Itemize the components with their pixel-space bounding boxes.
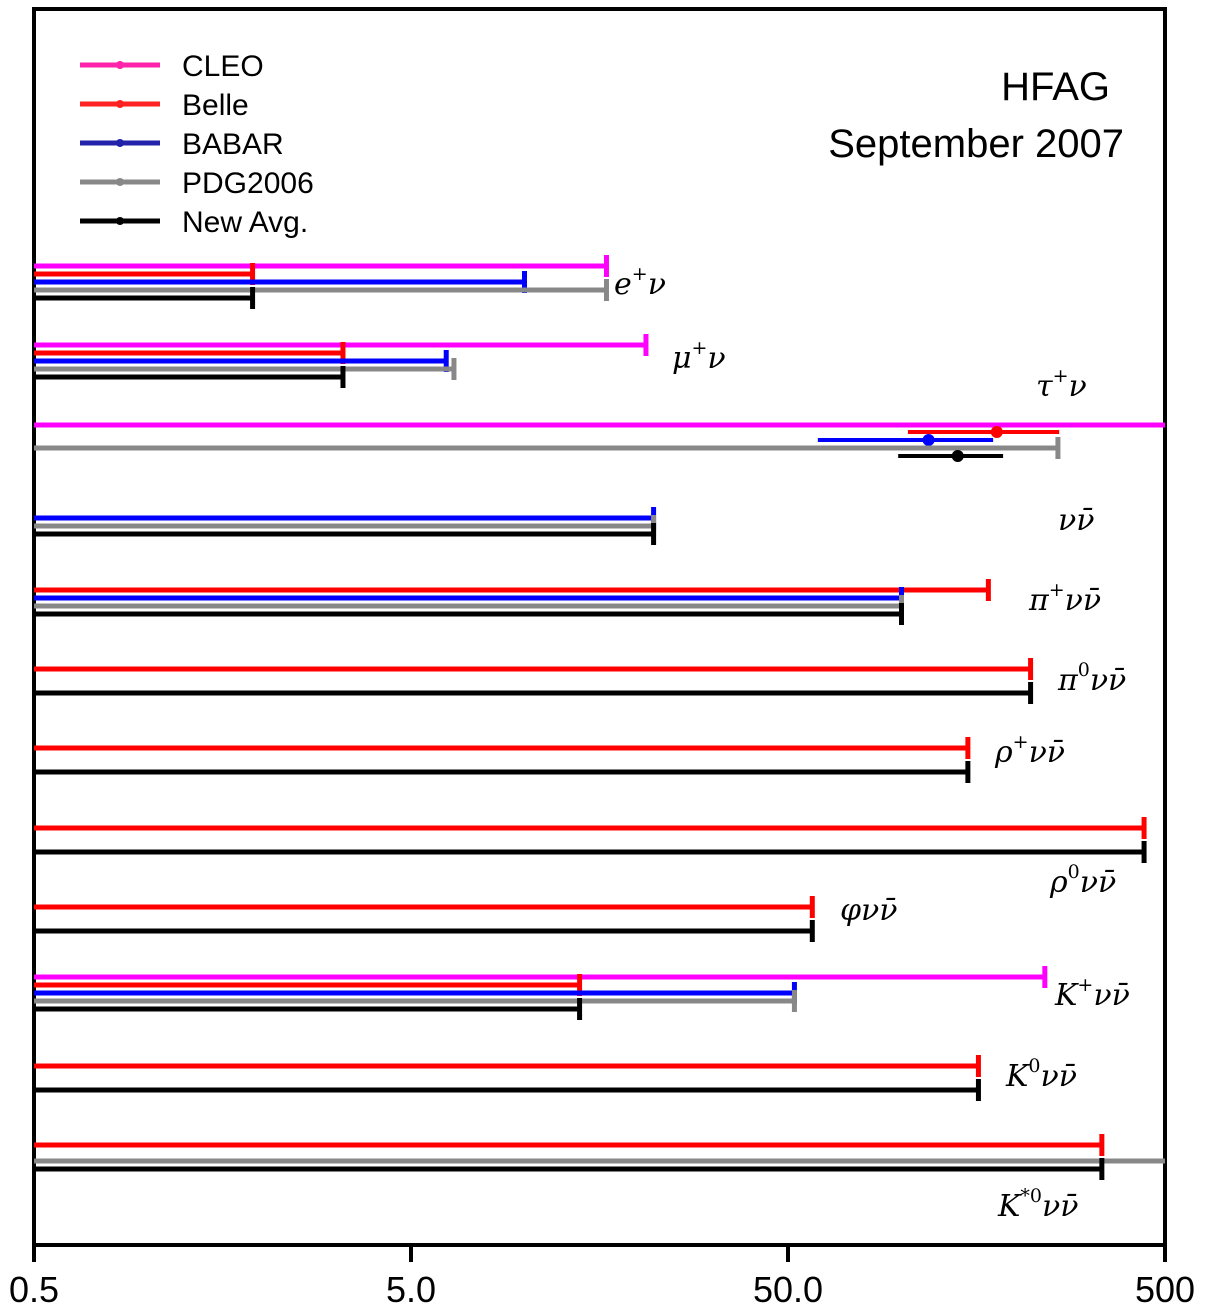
bar-belle bbox=[34, 737, 971, 759]
bar-new-avg- bbox=[34, 366, 346, 388]
legend-label: Belle bbox=[182, 89, 249, 122]
legend-label: PDG2006 bbox=[182, 167, 314, 200]
bar-new-avg- bbox=[34, 287, 256, 309]
bar-belle bbox=[34, 817, 1147, 839]
bar-cleo bbox=[34, 334, 649, 356]
bar-new-avg- bbox=[34, 998, 583, 1020]
measurement-point bbox=[922, 434, 935, 446]
mode-label: K0νν̄ bbox=[1005, 1055, 1077, 1094]
bar-new-avg- bbox=[34, 841, 1147, 863]
mode-label: K*0νν̄ bbox=[997, 1185, 1079, 1224]
legend-marker bbox=[116, 217, 124, 225]
x-tick-label: 5.0 bbox=[386, 1269, 436, 1310]
legend-item: New Avg. bbox=[80, 206, 308, 239]
bar-belle bbox=[34, 658, 1034, 680]
mode-label: φνν̄ bbox=[840, 893, 898, 928]
bars-layer bbox=[34, 255, 1165, 1180]
x-axis: 0.5 5.0 50.0 500 bbox=[9, 1245, 1195, 1310]
bar-belle bbox=[34, 1134, 1105, 1156]
mode-label: e+ν bbox=[614, 263, 666, 302]
bar-pdg2006 bbox=[34, 279, 609, 301]
x-tick-label: 50.0 bbox=[753, 1269, 823, 1310]
chart-title: HFAG bbox=[1001, 65, 1110, 109]
mode-label: π+νν̄ bbox=[1028, 579, 1101, 618]
bar-pdg2006 bbox=[34, 358, 457, 380]
mode-label: ρ+νν̄ bbox=[994, 731, 1065, 770]
bar-pdg2006 bbox=[34, 437, 1061, 459]
legend-item: BABAR bbox=[80, 128, 284, 161]
bar-new-avg- bbox=[34, 1079, 981, 1101]
bar-cleo bbox=[34, 966, 1048, 988]
x-tick-label: 0.5 bbox=[9, 1269, 59, 1310]
legend-label: BABAR bbox=[182, 128, 284, 161]
bar-belle bbox=[34, 896, 815, 918]
measurement-point bbox=[990, 426, 1003, 438]
legend-marker bbox=[116, 100, 124, 108]
plot-frame bbox=[32, 7, 1167, 1247]
labels-layer: e+νμ+ν τ+ν νν̄ π+νν̄ π0νν̄ ρ+νν̄ ρ0νν̄ φνν̄ K+νν… bbox=[614, 263, 1130, 1224]
chart-subtitle: September 2007 bbox=[828, 122, 1124, 166]
legend-marker bbox=[116, 139, 124, 147]
x-tick-label: 500 bbox=[1135, 1269, 1195, 1310]
bar-new-avg- bbox=[898, 450, 1004, 462]
mode-label: νν̄ bbox=[1058, 503, 1095, 538]
bar-pdg2006 bbox=[34, 990, 797, 1012]
bar-new-avg- bbox=[34, 603, 904, 625]
mode-label: μ+ν bbox=[672, 337, 726, 376]
legend-item: CLEO bbox=[80, 50, 264, 83]
bar-belle bbox=[34, 1055, 981, 1077]
bar-new-avg- bbox=[34, 682, 1034, 704]
bar-belle bbox=[907, 426, 1060, 438]
measurement-point bbox=[951, 450, 964, 462]
bar-new-avg- bbox=[34, 761, 971, 783]
legend-item: Belle bbox=[80, 89, 249, 122]
legend-marker bbox=[116, 178, 124, 186]
bar-babar bbox=[817, 434, 994, 446]
legend-label: New Avg. bbox=[182, 206, 308, 239]
bar-belle bbox=[34, 579, 991, 601]
mode-label: K+νν̄ bbox=[1054, 974, 1130, 1013]
mode-label: τ+ν bbox=[1036, 365, 1087, 404]
legend-marker bbox=[116, 61, 124, 69]
bar-new-avg- bbox=[34, 523, 657, 545]
legend-label: CLEO bbox=[182, 50, 264, 83]
legend: CLEO Belle BABAR PDG2006 New Avg. bbox=[80, 50, 314, 239]
mode-label: π0νν̄ bbox=[1057, 659, 1126, 698]
bar-new-avg- bbox=[34, 1158, 1105, 1180]
bar-cleo bbox=[34, 255, 609, 277]
mode-label: ρ0νν̄ bbox=[1049, 861, 1116, 900]
bar-new-avg- bbox=[34, 920, 815, 942]
legend-item: PDG2006 bbox=[80, 167, 314, 200]
